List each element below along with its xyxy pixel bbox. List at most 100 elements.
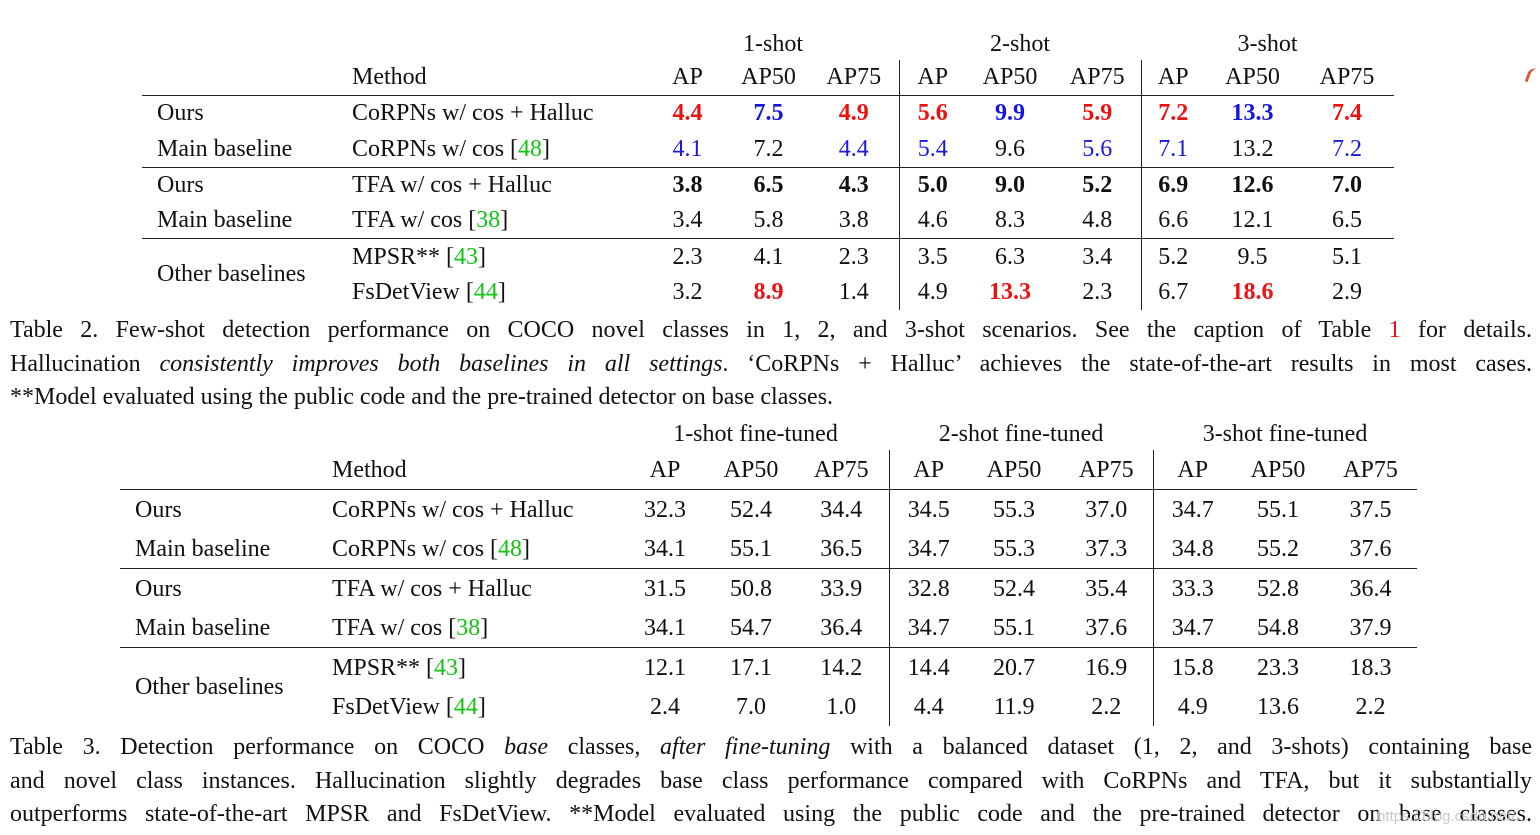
caption-text: **Model evaluated using the public code … [10,384,834,410]
value-cell: 7.0 [736,693,766,720]
caption-text: outperforms state-of-the-art MPSR and Fs… [10,801,1532,827]
value-cell: 50.8 [708,568,794,608]
citation-link[interactable]: 44 [473,278,498,305]
value-cell: 3.8 [647,166,728,204]
value-cell: 37.5 [1349,496,1392,523]
citation-link[interactable]: 43 [454,243,479,270]
value-cell: 7.2 [753,135,784,162]
value-cell: 55.3 [993,496,1035,523]
caption-text: Hallucination [10,350,160,377]
group-header: 1-shot fine-tuned [673,421,838,447]
value-cell: 6.6 [1140,203,1205,239]
table-row: FsDetView [44] 3.2 8.9 1.4 4.9 13.3 2.3 6.7 18.6… [142,274,1394,311]
citation-link[interactable]: 43 [434,654,459,681]
metric-header: AP50 [1205,60,1300,97]
method-cell: CoRPNs w/ cos + Halluc [352,96,647,132]
metric-header: AP [622,450,708,490]
metric-header: AP50 [708,450,794,490]
value-cell: 4.1 [728,238,809,275]
table-row: Ours CoRPNs w/ cos + Halluc 4.4 7.5 4.9 5.6 9.… [142,95,1394,132]
method-cell: CoRPNs w/ cos + Halluc [332,490,622,530]
group-header: 3-shot [1237,31,1298,57]
table-3-caption: Table 3. Detection performance on COCO b… [10,731,1532,832]
value-cell: 2.4 [650,693,680,720]
value-cell: 4.9 [1152,687,1232,726]
citation-link[interactable]: 44 [453,693,478,720]
value-cell: 37.9 [1349,614,1392,641]
value-cell: 4.4 [838,135,869,162]
value-cell: 4.9 [898,274,966,311]
table-row: Main baseline TFA w/ cos [38] 3.4 5.8 3.8 4.6… [142,203,1394,239]
value-cell: 5.9 [1082,100,1113,127]
value-cell: 4.8 [1082,207,1113,234]
metric-header: AP50 [966,60,1054,97]
value-cell: 6.7 [1140,274,1205,311]
value-cell: 37.0 [1085,496,1128,523]
value-cell: 3.4 [672,207,703,234]
metric-header: AP75 [1324,450,1417,490]
method-cell: MPSR** [43] [352,238,647,275]
metric-header: AP75 [1300,60,1394,97]
value-cell: 12.6 [1205,166,1300,204]
table-2-body: Ours CoRPNs w/ cos + Halluc 4.4 7.5 4.9 5.6 9.… [142,95,1394,311]
row-group-label: Main baseline [157,135,293,162]
value-cell: 7.4 [1332,100,1362,127]
method-name: TFA w/ cos [352,207,463,234]
value-cell: 36.4 [1324,568,1417,608]
value-cell: 55.1 [730,535,772,562]
value-cell: 34.8 [1152,529,1232,569]
metric-header: AP50 [1232,450,1324,490]
value-cell: 55.2 [1257,535,1299,562]
method-cell: FsDetView [44] [332,693,486,720]
value-cell: 13.3 [1231,100,1274,127]
value-cell: 12.1 [622,647,708,687]
citation-link[interactable]: 48 [498,535,523,562]
citation-link[interactable]: 48 [518,135,543,162]
value-cell: 5.2 [1054,166,1141,204]
value-cell: 5.6 [898,95,966,132]
row-group-label: Other baselines [142,238,352,311]
value-cell: 55.1 [1257,496,1299,523]
value-cell: 4.4 [672,100,703,127]
citation-link[interactable]: 38 [456,614,481,641]
group-header: 3-shot fine-tuned [1202,421,1368,447]
watermark: https://blog.csdn.net/... [1377,808,1528,825]
value-cell: 55.1 [993,614,1035,641]
metric-header: AP75 [1054,60,1141,97]
value-cell: 3.8 [838,207,869,234]
value-cell: 5.2 [1140,238,1205,275]
value-cell: 35.4 [1060,568,1153,608]
method-name: CoRPNs w/ cos [332,535,485,562]
value-cell: 2.9 [1332,278,1362,305]
value-cell: 4.3 [809,166,899,204]
metric-header: AP75 [1060,450,1153,490]
group-header: 1-shot [743,31,803,57]
value-cell: 5.4 [898,131,966,168]
metric-header: AP75 [809,60,899,97]
table-2: 1-shot 2-shot 3-shot Method AP AP50 AP75… [142,28,1394,311]
value-cell: 54.8 [1257,614,1299,641]
caption-text: and novel class instances. Hallucination… [10,767,1532,794]
value-cell: 37.3 [1085,535,1128,562]
value-cell: 15.8 [1152,647,1232,687]
value-cell: 32.3 [644,496,686,523]
value-cell: 34.7 [1152,489,1232,529]
table-row: FsDetView [44] 2.4 7.0 1.0 4.4 11.9 2.2 4.9 13.6… [120,687,1417,726]
value-cell: 16.9 [1060,647,1153,687]
value-cell: 36.5 [820,535,863,562]
value-cell: 9.9 [995,100,1025,127]
table-ref-link[interactable]: 1 [1388,317,1401,343]
caption-emphasis: consistently improves both baselines in … [159,350,723,377]
metric-header: AP [1152,450,1232,490]
value-cell: 37.6 [1349,535,1392,562]
table-row: Other baselines MPSR** [43] 12.1 17.1 14.2 14… [120,647,1417,726]
method-cell: FsDetView [44] [352,278,506,305]
table-3-body: Ours CoRPNs w/ cos + Halluc 32.3 52.4 34.4 34… [120,489,1417,726]
citation-link[interactable]: 38 [476,207,501,234]
group-header: 2-shot fine-tuned [938,421,1104,447]
metric-header: AP [898,60,966,97]
value-cell: 20.7 [968,647,1060,687]
table-2-caption: Table 2. Few-shot detection performance … [10,314,1532,415]
method-cell: TFA w/ cos [38] [352,207,509,234]
row-group-label: Ours [120,568,332,608]
